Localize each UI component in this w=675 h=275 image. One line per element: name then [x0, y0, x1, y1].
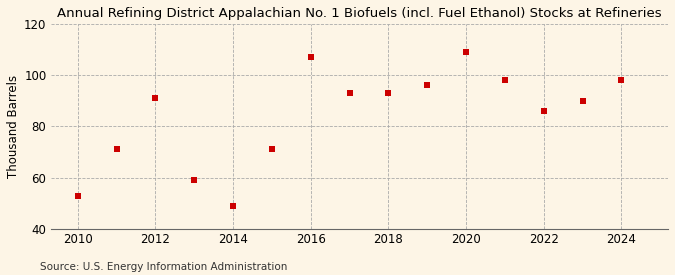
Point	[616, 78, 627, 82]
Point	[150, 96, 161, 100]
Point	[461, 50, 472, 54]
Point	[344, 91, 355, 95]
Point	[577, 98, 588, 103]
Text: Source: U.S. Energy Information Administration: Source: U.S. Energy Information Administ…	[40, 262, 288, 272]
Point	[305, 55, 316, 59]
Point	[383, 91, 394, 95]
Point	[111, 147, 122, 152]
Point	[189, 178, 200, 182]
Point	[267, 147, 277, 152]
Point	[539, 109, 549, 113]
Point	[422, 83, 433, 88]
Point	[72, 193, 83, 198]
Y-axis label: Thousand Barrels: Thousand Barrels	[7, 75, 20, 178]
Point	[500, 78, 510, 82]
Point	[227, 204, 238, 208]
Title: Annual Refining District Appalachian No. 1 Biofuels (incl. Fuel Ethanol) Stocks : Annual Refining District Appalachian No.…	[57, 7, 662, 20]
